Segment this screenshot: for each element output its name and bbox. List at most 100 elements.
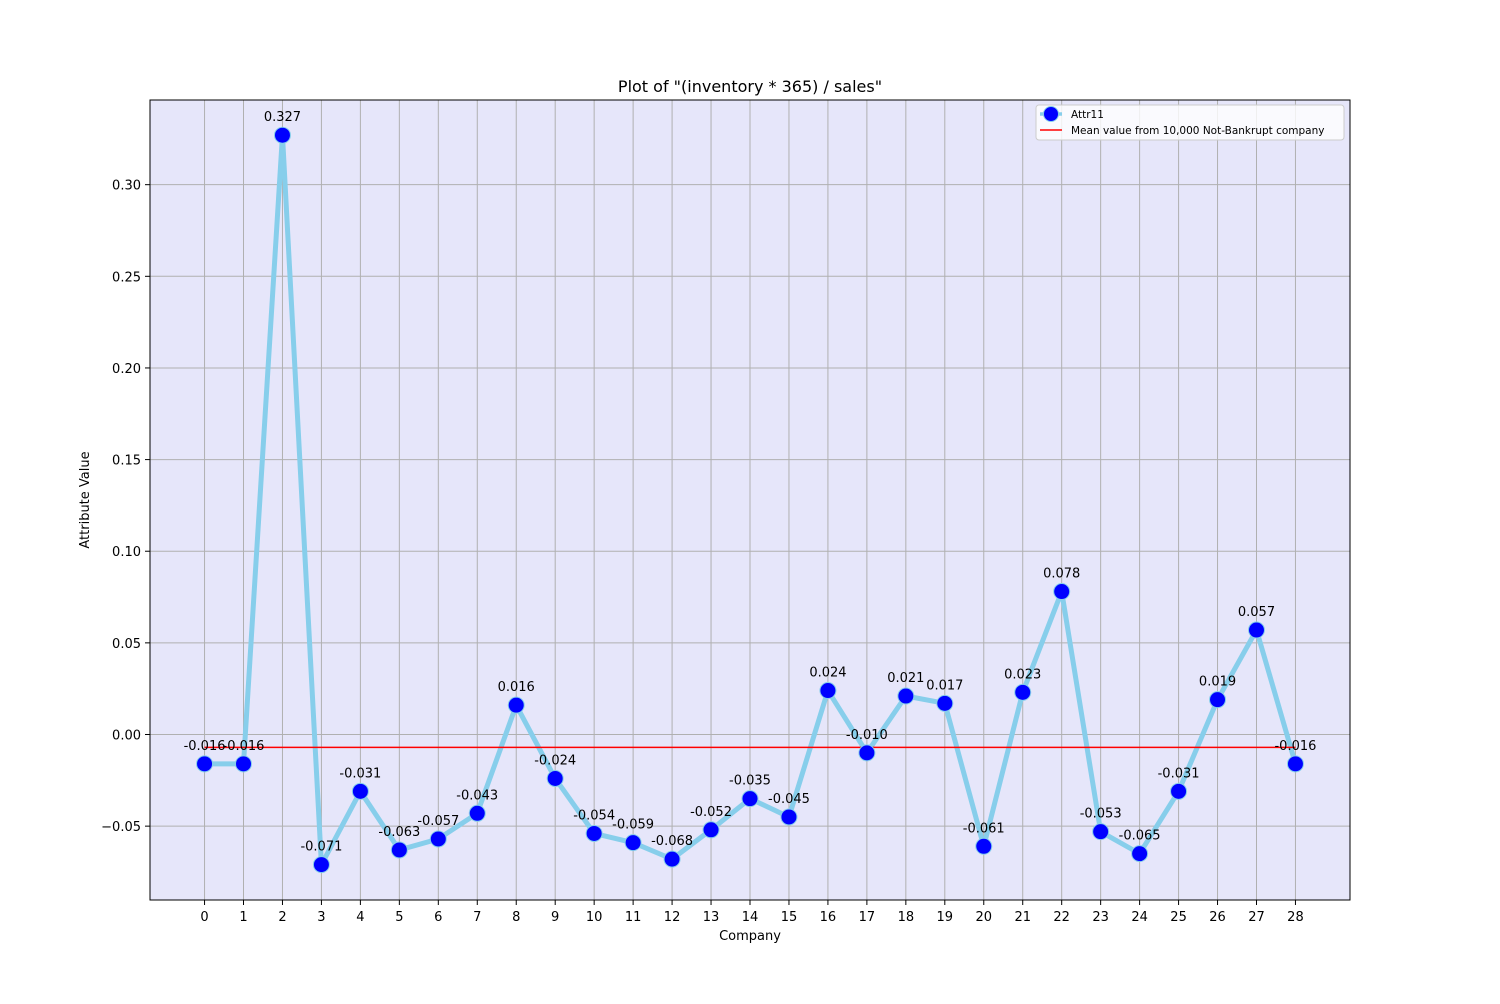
x-tick-label: 17	[859, 910, 876, 925]
data-point	[624, 834, 642, 852]
data-point	[1247, 621, 1265, 639]
data-label: 0.021	[887, 671, 924, 686]
data-point	[975, 837, 993, 855]
data-point	[780, 808, 798, 826]
x-tick-label: 11	[625, 910, 642, 925]
data-label: -0.054	[573, 808, 615, 823]
x-tick-label: 7	[473, 910, 481, 925]
legend: Attr11 Mean value from 10,000 Not-Bankru…	[1035, 104, 1345, 141]
y-tick-label: 0.20	[112, 362, 141, 377]
x-tick-label: 13	[703, 910, 720, 925]
x-tick-label: 19	[937, 910, 954, 925]
data-point	[235, 755, 253, 773]
legend-label-attr11: Attr11	[1071, 109, 1104, 121]
data-point	[1092, 823, 1110, 841]
x-tick-label: 16	[820, 910, 837, 925]
data-label: -0.057	[417, 814, 459, 829]
x-tick-label: 15	[781, 910, 798, 925]
y-tick-label: 0.00	[112, 729, 141, 744]
data-point	[196, 755, 214, 773]
grid	[150, 100, 1350, 900]
data-labels: -0.016-0.0160.327-0.071-0.031-0.063-0.05…	[184, 110, 1317, 854]
legend-label-mean: Mean value from 10,000 Not-Bankrupt comp…	[1071, 125, 1324, 137]
data-label: 0.078	[1043, 567, 1080, 582]
y-tick-label: 0.25	[112, 270, 141, 285]
x-axis-label: Company	[719, 929, 781, 944]
plot-frame	[149, 99, 1351, 901]
data-point	[351, 782, 369, 800]
data-label: -0.024	[534, 753, 576, 768]
data-label: -0.071	[300, 840, 342, 855]
data-point	[1014, 683, 1032, 701]
x-tick-label: 8	[512, 910, 520, 925]
data-point	[936, 694, 954, 712]
data-point	[585, 824, 603, 842]
x-tick-label: 25	[1170, 910, 1187, 925]
data-point	[429, 830, 447, 848]
data-label: -0.063	[378, 825, 420, 840]
x-tick-label: 6	[434, 910, 442, 925]
axis-ticks: 0 1 2 3 4 5 6 7 8 9 10 11 12 13 14 15 16 17 18 19 20 21 22 23 24…	[101, 179, 1304, 925]
x-tick-label: 10	[586, 910, 603, 925]
data-label: -0.052	[690, 805, 732, 820]
data-point	[663, 850, 681, 868]
data-point	[819, 682, 837, 700]
data-label: -0.031	[339, 766, 381, 781]
data-point	[1286, 755, 1304, 773]
data-point	[1170, 782, 1188, 800]
x-tick-label: 9	[551, 910, 559, 925]
data-label: 0.016	[498, 680, 535, 695]
data-label: -0.016	[184, 739, 226, 754]
x-tick-label: 20	[975, 910, 992, 925]
data-point	[858, 744, 876, 762]
data-label: -0.045	[768, 792, 810, 807]
data-label: -0.010	[846, 728, 888, 743]
x-tick-label: 21	[1014, 910, 1031, 925]
data-label: 0.327	[264, 110, 301, 125]
series	[196, 126, 1304, 874]
data-point	[741, 790, 759, 808]
x-tick-label: 23	[1092, 910, 1109, 925]
x-tick-label: 4	[356, 910, 364, 925]
data-point	[468, 804, 486, 822]
y-tick-label: −0.05	[101, 820, 141, 835]
x-tick-label: 27	[1248, 910, 1265, 925]
data-point	[312, 856, 330, 874]
y-tick-label: 0.30	[112, 179, 141, 194]
data-label: -0.053	[1080, 807, 1122, 822]
x-tick-label: 12	[664, 910, 681, 925]
x-tick-label: 22	[1053, 910, 1070, 925]
data-point	[702, 821, 720, 839]
data-point	[1053, 583, 1071, 601]
data-label: -0.065	[1119, 829, 1161, 844]
data-label: -0.061	[963, 821, 1005, 836]
x-tick-label: 24	[1131, 910, 1148, 925]
y-axis-label: Attribute Value	[78, 451, 93, 548]
data-label: -0.031	[1158, 766, 1200, 781]
data-point	[273, 126, 291, 144]
data-point	[507, 696, 525, 714]
data-label: -0.035	[729, 774, 771, 789]
data-label: -0.059	[612, 818, 654, 833]
x-tick-label: 26	[1209, 910, 1226, 925]
x-tick-label: 14	[742, 910, 759, 925]
x-tick-label: 18	[898, 910, 915, 925]
x-tick-label: 1	[239, 910, 247, 925]
x-tick-label: 5	[395, 910, 403, 925]
data-point	[390, 841, 408, 859]
data-label: 0.024	[809, 666, 846, 681]
y-tick-label: 0.10	[112, 545, 141, 560]
y-tick-label: 0.05	[112, 637, 141, 652]
data-label: -0.068	[651, 834, 693, 849]
data-label: 0.019	[1199, 675, 1236, 690]
chart-title: Plot of "(inventory * 365) / sales"	[618, 77, 882, 96]
data-point	[897, 687, 915, 705]
x-tick-label: 3	[317, 910, 325, 925]
data-label: 0.023	[1004, 667, 1041, 682]
data-point	[1131, 845, 1149, 863]
legend-box	[1035, 104, 1345, 141]
x-tick-label: 0	[200, 910, 208, 925]
data-label: -0.016	[1274, 739, 1316, 754]
